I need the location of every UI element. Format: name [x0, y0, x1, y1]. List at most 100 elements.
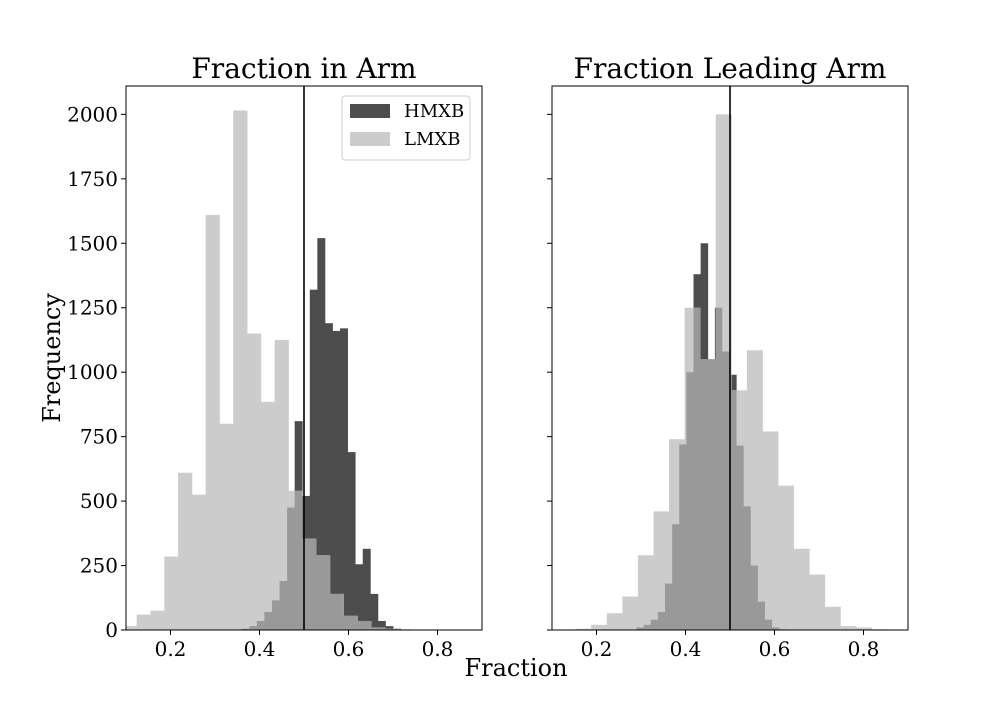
bar-overlap — [643, 624, 652, 630]
bar-overlap — [715, 307, 723, 630]
bar-overlap — [700, 359, 701, 630]
bar-overlap — [686, 372, 694, 630]
bar-overlap — [736, 445, 744, 630]
bar-hmxb — [370, 593, 379, 630]
bar-hmxb — [317, 238, 326, 630]
y-tick-label: 0 — [105, 618, 118, 642]
x-tick-label: 0.8 — [422, 637, 454, 661]
bar-overlap — [714, 359, 717, 630]
x-tick-label: 0.6 — [759, 637, 791, 661]
bar-lmxb — [809, 574, 826, 630]
bar-overlap — [750, 565, 758, 630]
legend-swatch-hmxb — [350, 104, 390, 118]
bar-hmxb — [362, 548, 371, 630]
axes-frame — [125, 85, 483, 631]
bar-overlap — [669, 583, 673, 630]
bar-overlap — [672, 524, 680, 630]
y-axis-label: Frequency — [38, 293, 66, 423]
bar-hmxb — [355, 564, 364, 630]
bar-lmxb — [606, 613, 623, 630]
x-tick-label: 0.4 — [244, 637, 276, 661]
legend-label-lmxb: LMXB — [404, 129, 460, 150]
bar-lmxb — [824, 606, 841, 630]
bar-overlap — [247, 628, 250, 630]
x-tick-label: 0.6 — [333, 637, 365, 661]
bar-overlap — [357, 620, 364, 630]
bar-overlap — [762, 601, 766, 630]
bar-lmxb — [126, 626, 138, 630]
bar-lmxb — [778, 485, 795, 630]
bar-lmxb — [164, 556, 179, 630]
legend-swatch-lmxb — [350, 132, 390, 146]
bar-overlap — [343, 615, 348, 630]
bar-lmxb — [247, 333, 262, 630]
bar-lmxb — [191, 494, 207, 630]
bar-overlap — [721, 351, 730, 630]
x-tick-label: 0.2 — [581, 637, 613, 661]
bar-lmxb — [591, 624, 608, 630]
bar-lmxb — [746, 350, 763, 630]
x-tick-label: 0.4 — [670, 637, 702, 661]
bar-hmxb — [347, 452, 356, 630]
bar-overlap — [324, 555, 331, 630]
bar-lmxb — [637, 555, 654, 630]
bar-overlap — [271, 600, 275, 630]
bar-overlap — [665, 583, 670, 630]
bar-overlap — [679, 444, 685, 630]
bar-overlap — [241, 628, 248, 630]
bar-lmxb — [219, 423, 234, 630]
bar-lmxb — [136, 614, 151, 630]
y-tick-label: 500 — [80, 489, 118, 513]
bar-hmxb — [332, 330, 341, 630]
y-tick-label: 250 — [80, 554, 118, 578]
bar-hmxb — [340, 328, 349, 630]
bar-overlap — [636, 627, 639, 630]
bar-lmxb — [178, 472, 193, 630]
bar-overlap — [371, 627, 379, 630]
bar-overlap — [294, 490, 303, 630]
bar-overlap — [329, 593, 333, 630]
bar-overlap — [684, 444, 687, 630]
bar-overlap — [385, 628, 394, 630]
bar-overlap — [377, 627, 386, 630]
x-tick-label: 0.2 — [155, 637, 187, 661]
bar-overlap — [657, 611, 666, 630]
legend-label-hmxb: HMXB — [404, 101, 464, 122]
legend: HMXB LMXB — [341, 95, 471, 161]
bar-overlap — [370, 620, 372, 630]
y-tick-label: 1250 — [67, 296, 118, 320]
bar-overlap — [700, 359, 709, 630]
bar-overlap — [279, 581, 288, 630]
bar-lmxb — [260, 401, 276, 630]
bar-overlap — [637, 627, 644, 630]
bar-overlap — [707, 359, 716, 630]
axes-frame — [551, 85, 909, 631]
bar-overlap — [764, 619, 773, 630]
bar-hmxb — [324, 323, 333, 630]
bar-overlap — [347, 615, 356, 630]
bar-overlap — [260, 620, 265, 630]
bar-lmxb — [233, 110, 248, 630]
chart-title: Fraction in Arm — [191, 52, 416, 85]
bar-overlap — [393, 628, 400, 630]
bar-overlap — [731, 390, 737, 630]
y-tick-label: 1000 — [67, 360, 118, 384]
bar-overlap — [264, 611, 273, 630]
bar-overlap — [287, 507, 289, 630]
bar-overlap — [340, 593, 344, 630]
bar-overlap — [384, 628, 386, 630]
bar-lmxb — [762, 431, 779, 630]
bar-overlap — [746, 506, 751, 630]
bar-overlap — [757, 601, 763, 630]
bar-overlap — [355, 615, 358, 630]
x-tick-label: 0.8 — [848, 637, 880, 661]
chart-title: Fraction Leading Arm — [574, 52, 887, 85]
bar-lmxb — [575, 628, 592, 630]
bar-overlap — [274, 600, 280, 630]
y-tick-label: 1500 — [67, 231, 118, 255]
bar-lmxb — [855, 627, 872, 630]
bar-hmxb — [385, 626, 394, 630]
bars — [575, 114, 888, 630]
x-axis-label: Fraction — [464, 654, 567, 682]
bar-hmxb — [377, 620, 386, 630]
